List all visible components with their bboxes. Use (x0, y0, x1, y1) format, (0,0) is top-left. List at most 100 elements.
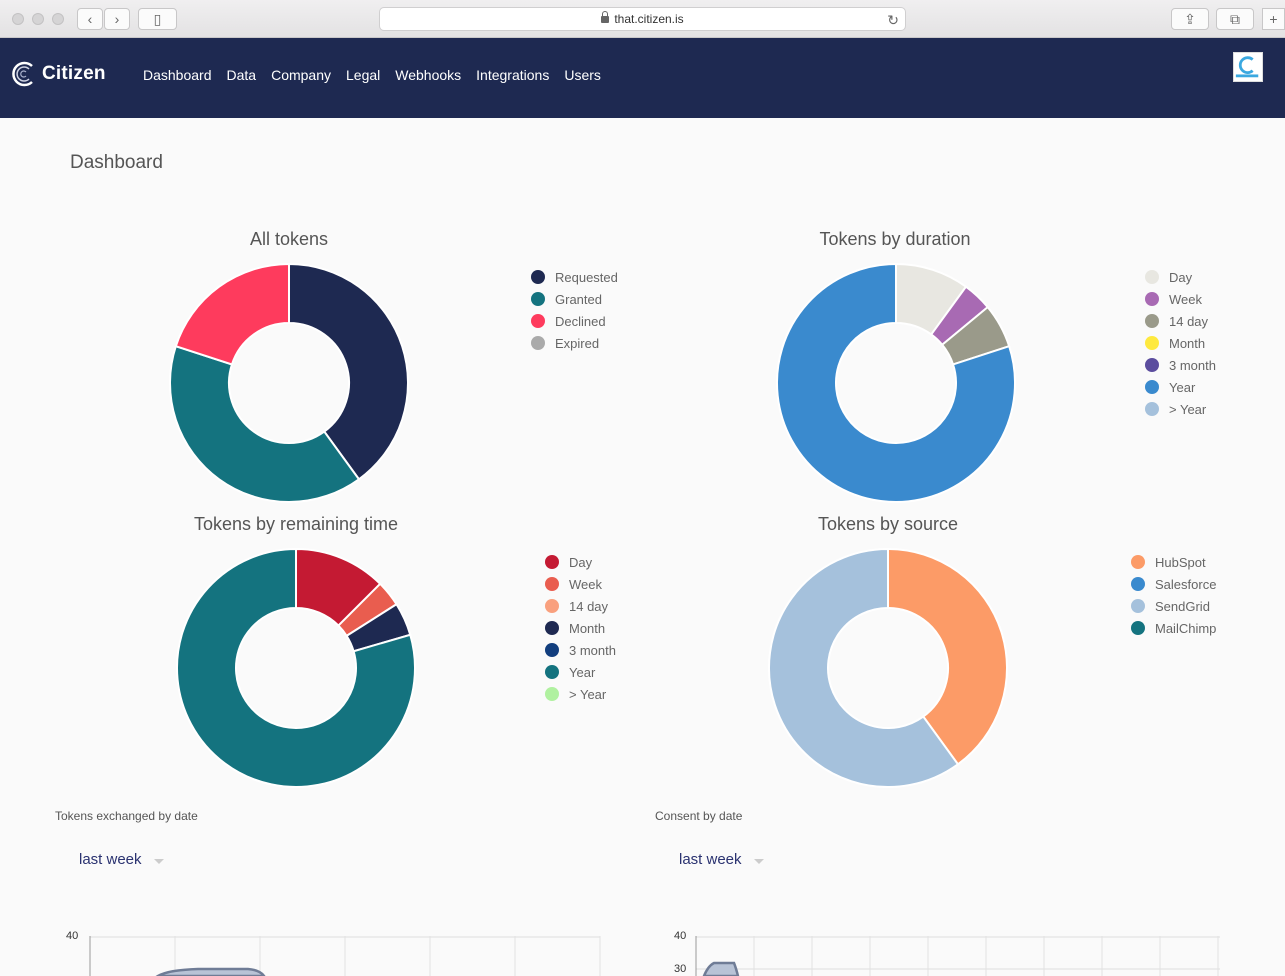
legend-item[interactable]: Granted (531, 288, 618, 310)
nav-webhooks[interactable]: Webhooks (395, 67, 462, 83)
legend-label: Requested (555, 269, 618, 285)
legend-label: 3 month (1169, 357, 1216, 373)
donut-slice-requested[interactable] (288, 263, 409, 481)
legend-swatch (1145, 270, 1159, 284)
legend-item[interactable]: Year (1145, 376, 1216, 398)
legend-item[interactable]: > Year (1145, 398, 1216, 420)
legend-item[interactable]: HubSpot (1131, 551, 1216, 573)
legend-label: MailChimp (1155, 620, 1217, 636)
legend-label: Year (1169, 379, 1196, 395)
legend-swatch (545, 687, 559, 701)
legend-item[interactable]: 3 month (1145, 354, 1216, 376)
chart-title-remaining: Tokens by remaining time (193, 514, 399, 534)
range-select-value: last week (679, 851, 742, 868)
line-chart-consent (695, 936, 1220, 976)
range-select-exchanged[interactable]: last week (79, 851, 164, 868)
donut-remaining (176, 548, 416, 788)
tabs-overview-icon[interactable]: ⧉ (1216, 8, 1254, 30)
legend-all-tokens: Requested Granted Declined Expired (531, 266, 618, 354)
brand-name: Citizen (42, 63, 106, 84)
legend-swatch (1145, 358, 1159, 372)
legend-swatch (1145, 314, 1159, 328)
legend-item[interactable]: Week (545, 573, 616, 595)
legend-item[interactable]: > Year (545, 683, 616, 705)
legend-label: 3 month (569, 642, 616, 658)
legend-item[interactable]: Month (1145, 332, 1216, 354)
legend-item[interactable]: 3 month (545, 639, 616, 661)
legend-item[interactable]: MailChimp (1131, 617, 1216, 639)
donut-slice-year[interactable] (776, 263, 1016, 503)
donut-all-tokens (169, 263, 409, 503)
legend-swatch (1131, 577, 1145, 591)
legend-swatch (545, 665, 559, 679)
nav-dashboard[interactable]: Dashboard (143, 67, 212, 83)
line-chart-exchanged (89, 936, 601, 976)
donut-source (768, 548, 1008, 788)
chevron-down-icon (153, 858, 164, 864)
legend-swatch (531, 314, 545, 328)
legend-item[interactable]: Week (1145, 288, 1216, 310)
reload-icon[interactable]: ↻ (887, 12, 899, 28)
legend-item[interactable]: Salesforce (1131, 573, 1216, 595)
legend-item[interactable]: Month (545, 617, 616, 639)
legend-swatch (531, 292, 545, 306)
legend-label: 14 day (1169, 313, 1209, 329)
forward-button[interactable]: › (104, 8, 130, 30)
donut-slice-year[interactable] (176, 548, 416, 788)
range-select-consent[interactable]: last week (679, 851, 764, 868)
nav-data[interactable]: Data (226, 67, 257, 83)
legend-label: Month (1169, 335, 1206, 351)
legend-item[interactable]: Requested (531, 266, 618, 288)
legend-item[interactable]: Day (1145, 266, 1216, 288)
nav-users[interactable]: Users (564, 67, 601, 83)
legend-source: HubSpot Salesforce SendGrid MailChimp (1131, 551, 1216, 639)
back-button[interactable]: ‹ (77, 8, 103, 30)
legend-swatch (1131, 621, 1145, 635)
account-avatar[interactable] (1233, 52, 1263, 82)
y-tick-label: 30 (674, 963, 687, 975)
nav-legal[interactable]: Legal (346, 67, 381, 83)
brand-logo[interactable]: Citizen (10, 60, 106, 88)
range-select-value: last week (79, 851, 142, 868)
y-tick-label: 40 (674, 930, 687, 942)
legend-item[interactable]: 14 day (1145, 310, 1216, 332)
legend-swatch (1145, 380, 1159, 394)
legend-label: Day (1169, 269, 1193, 285)
area-series (702, 961, 740, 976)
share-icon[interactable]: ⇪ (1171, 8, 1209, 30)
legend-swatch (545, 555, 559, 569)
chart-title-all-tokens: All tokens (249, 229, 329, 249)
donut-slice-hubspot[interactable] (887, 548, 1008, 766)
legend-label: Expired (555, 335, 600, 351)
legend-label: Day (569, 554, 593, 570)
nav-company[interactable]: Company (271, 67, 331, 83)
legend-swatch (1145, 292, 1159, 306)
legend-label: Granted (555, 291, 602, 307)
chart-title-consent: Consent by date (655, 809, 743, 823)
legend-label: Week (569, 576, 602, 592)
donut-slice-sendgrid[interactable] (768, 548, 960, 788)
legend-label: > Year (569, 686, 607, 702)
url-text: that.citizen.is (614, 12, 684, 26)
legend-label: > Year (1169, 401, 1207, 417)
legend-item[interactable]: Expired (531, 332, 618, 354)
legend-item[interactable]: SendGrid (1131, 595, 1216, 617)
new-tab-icon[interactable]: + (1262, 8, 1285, 30)
zoom-window-icon[interactable] (52, 13, 64, 25)
donut-slice-declined[interactable] (174, 263, 290, 366)
nav-integrations[interactable]: Integrations (476, 67, 550, 83)
minimize-window-icon[interactable] (32, 13, 44, 25)
page-title: Dashboard (70, 152, 163, 173)
legend-swatch (1131, 555, 1145, 569)
legend-item[interactable]: Day (545, 551, 616, 573)
legend-label: Year (569, 664, 596, 680)
address-bar[interactable]: that.citizen.is ↻ (379, 7, 906, 31)
legend-item[interactable]: Year (545, 661, 616, 683)
legend-label: SendGrid (1155, 598, 1210, 614)
legend-swatch (545, 621, 559, 635)
sidebar-toggle-icon[interactable]: ▯ (138, 8, 177, 30)
legend-item[interactable]: Declined (531, 310, 618, 332)
legend-item[interactable]: 14 day (545, 595, 616, 617)
close-window-icon[interactable] (12, 13, 24, 25)
donut-slice-granted[interactable] (169, 344, 361, 503)
